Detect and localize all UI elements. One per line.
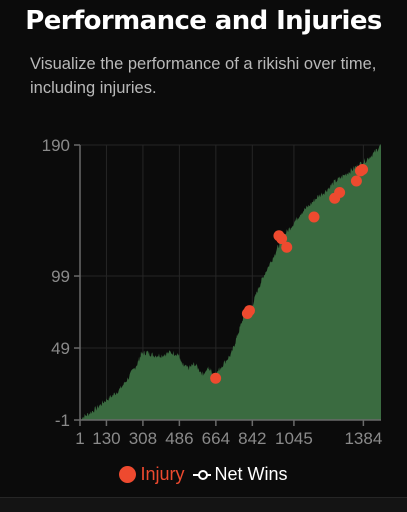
injury-point[interactable]	[210, 372, 222, 384]
legend: Injury Net Wins	[0, 460, 407, 488]
legend-item-net-wins[interactable]: Net Wins	[192, 463, 288, 485]
performance-chart: -1 49 99 190 1 130 308 486 664 842 1045 1384	[42, 136, 383, 448]
injury-points	[210, 163, 369, 384]
x-tick-label: 842	[238, 429, 266, 448]
page-subtitle: Visualize the performance of a rikishi o…	[30, 55, 377, 97]
x-tick-label: 308	[129, 429, 157, 448]
y-tick-label: 99	[51, 267, 70, 286]
x-tick-label: 130	[92, 429, 120, 448]
legend-item-injury[interactable]: Injury	[119, 463, 185, 485]
bottom-bar	[0, 497, 407, 512]
x-tick-label: 1384	[344, 429, 382, 448]
x-tick-label: 1045	[275, 429, 313, 448]
injury-point[interactable]	[276, 233, 288, 245]
y-tick-label: 49	[51, 339, 70, 358]
x-axis-ticks: 1 130 308 486 664 842 1045 1384	[75, 420, 382, 448]
legend-label-injury: Injury	[140, 463, 185, 484]
x-tick-label: 664	[202, 429, 230, 448]
injury-point[interactable]	[357, 163, 369, 175]
injury-point[interactable]	[243, 305, 255, 317]
net-wins-area	[80, 144, 381, 420]
injury-point[interactable]	[281, 241, 293, 253]
x-tick-label: 1	[75, 429, 84, 448]
injury-point[interactable]	[308, 211, 320, 223]
axes	[79, 145, 381, 421]
y-axis-ticks: -1 49 99 190	[42, 136, 80, 430]
injury-point[interactable]	[334, 187, 346, 199]
y-tick-label: 190	[42, 136, 70, 155]
injury-point[interactable]	[350, 175, 362, 187]
line-marker-icon	[192, 468, 211, 480]
legend-label-net-wins: Net Wins	[214, 463, 288, 484]
page-title: Performance and Injuries	[25, 6, 382, 36]
y-tick-label: -1	[55, 411, 70, 430]
x-tick-label: 486	[165, 429, 193, 448]
chart-card: Performance and Injuries Visualize the p…	[0, 6, 407, 488]
injury-dot-icon	[119, 465, 137, 483]
